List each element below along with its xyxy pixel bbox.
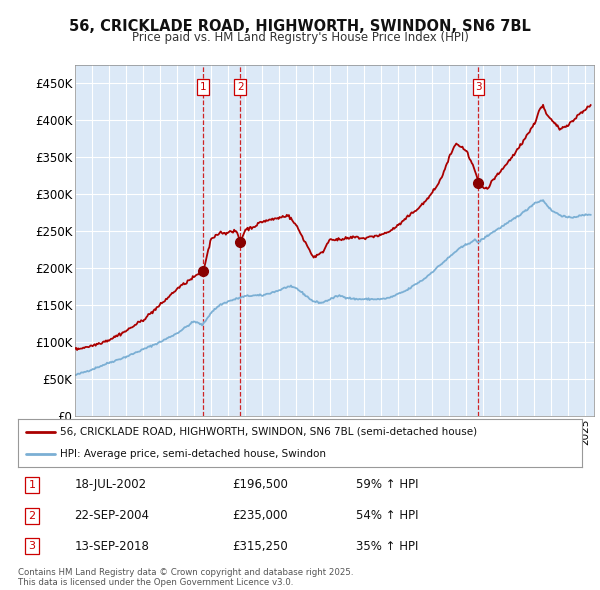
- Text: HPI: Average price, semi-detached house, Swindon: HPI: Average price, semi-detached house,…: [60, 449, 326, 459]
- Text: 3: 3: [475, 82, 482, 92]
- Text: 13-SEP-2018: 13-SEP-2018: [74, 540, 149, 553]
- Text: 56, CRICKLADE ROAD, HIGHWORTH, SWINDON, SN6 7BL: 56, CRICKLADE ROAD, HIGHWORTH, SWINDON, …: [69, 19, 531, 34]
- Text: £235,000: £235,000: [232, 509, 288, 522]
- Text: 35% ↑ HPI: 35% ↑ HPI: [356, 540, 419, 553]
- Text: 56, CRICKLADE ROAD, HIGHWORTH, SWINDON, SN6 7BL (semi-detached house): 56, CRICKLADE ROAD, HIGHWORTH, SWINDON, …: [60, 427, 478, 437]
- Text: 22-SEP-2004: 22-SEP-2004: [74, 509, 149, 522]
- Text: 18-JUL-2002: 18-JUL-2002: [74, 478, 146, 491]
- Text: 2: 2: [237, 82, 244, 92]
- Text: Price paid vs. HM Land Registry's House Price Index (HPI): Price paid vs. HM Land Registry's House …: [131, 31, 469, 44]
- Text: 1: 1: [29, 480, 35, 490]
- Text: Contains HM Land Registry data © Crown copyright and database right 2025.
This d: Contains HM Land Registry data © Crown c…: [18, 568, 353, 587]
- Text: 59% ↑ HPI: 59% ↑ HPI: [356, 478, 419, 491]
- Text: 2: 2: [29, 511, 35, 520]
- Text: 3: 3: [29, 542, 35, 551]
- Text: 1: 1: [200, 82, 206, 92]
- Text: £196,500: £196,500: [232, 478, 288, 491]
- Text: 54% ↑ HPI: 54% ↑ HPI: [356, 509, 419, 522]
- Text: £315,250: £315,250: [232, 540, 288, 553]
